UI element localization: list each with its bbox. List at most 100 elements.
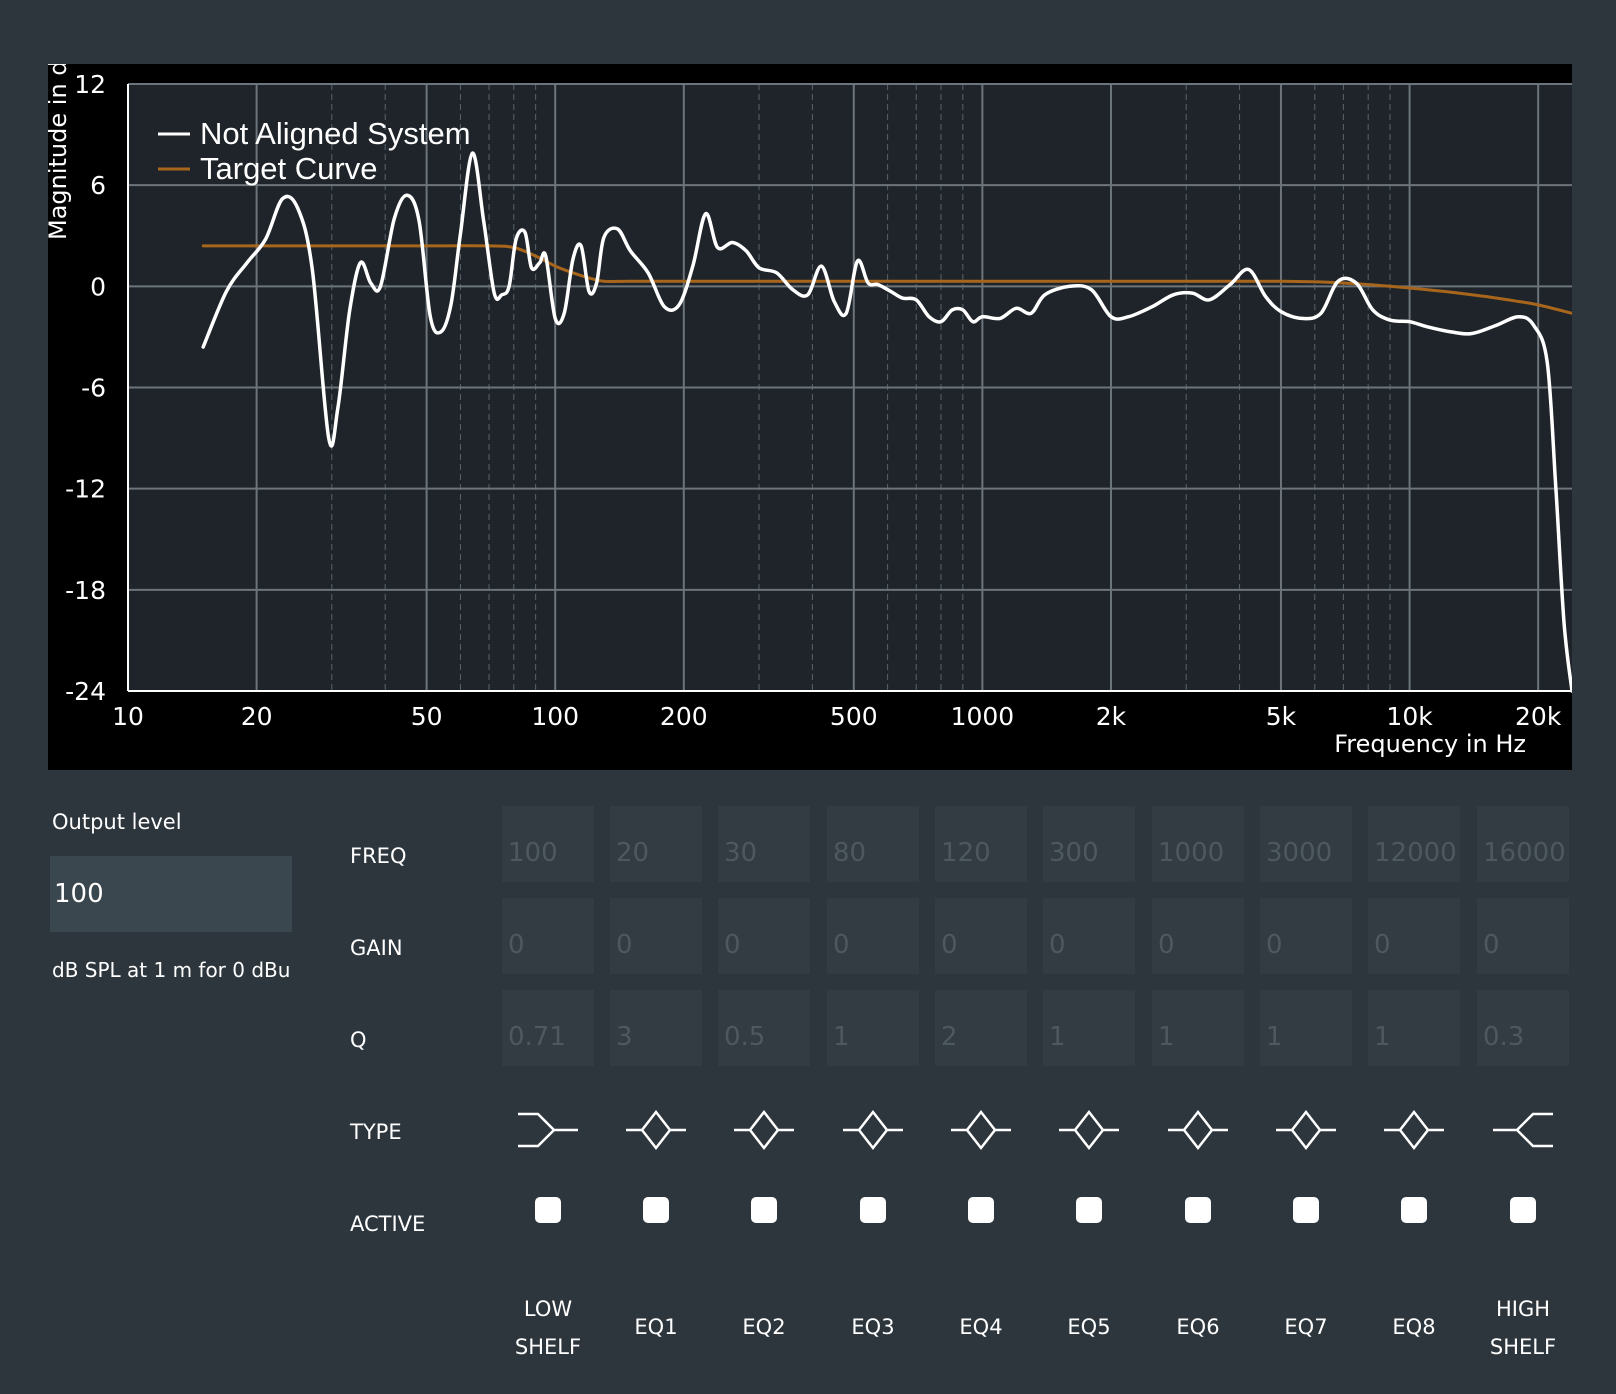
high-shelf-q-input[interactable] [1477,990,1569,1066]
peak-filter-icon[interactable] [1166,1106,1230,1154]
x-tick-label: 20 [241,702,273,731]
eq5-q-input[interactable] [1043,990,1135,1066]
eq1-q-input[interactable] [610,990,702,1066]
eq4-active-checkbox[interactable] [968,1197,994,1223]
eq1-active-checkbox[interactable] [643,1197,669,1223]
eq3-active-checkbox[interactable] [860,1197,886,1223]
x-tick-label: 200 [660,702,708,731]
x-tick-label: 10k [1386,702,1433,731]
q-row-label: Q [350,1028,367,1052]
eq6-gain-input[interactable] [1152,898,1244,974]
eq4-band-label-line1: EQ4 [959,1315,1003,1339]
y-tick-label: -6 [81,374,106,403]
y-tick-label: -24 [65,677,106,706]
x-tick-label: 100 [531,702,579,731]
peak-filter-icon-shape [1384,1109,1444,1151]
eq6-active-checkbox[interactable] [1185,1197,1211,1223]
eq5-freq-input[interactable] [1043,806,1135,882]
eq1-gain-input[interactable] [610,898,702,974]
eq4-band-label: EQ4 [926,1308,1036,1346]
x-tick-label: 1000 [951,702,1015,731]
active-row-label: ACTIVE [350,1212,426,1236]
eq5-gain-input[interactable] [1043,898,1135,974]
eq2-band-label-line1: EQ2 [742,1315,786,1339]
eq6-band-label-line1: EQ6 [1176,1315,1220,1339]
eq5-active-checkbox[interactable] [1076,1197,1102,1223]
peak-filter-icon[interactable] [732,1106,796,1154]
low-shelf-band-label-line2: SHELF [514,1335,582,1359]
output-level-input[interactable] [50,856,292,932]
x-tick-label: 2k [1096,702,1127,731]
output-level-unit: dB SPL at 1 m for 0 dBu [52,958,291,982]
peak-filter-icon[interactable] [1382,1106,1446,1154]
peak-filter-icon[interactable] [624,1106,688,1154]
eq3-band-label: EQ3 [818,1308,928,1346]
peak-filter-icon-shape [951,1109,1011,1151]
peak-filter-icon-shape [1276,1109,1336,1151]
x-tick-label: 5k [1266,702,1297,731]
high-shelf-filter-icon[interactable] [1491,1106,1555,1154]
high-shelf-band-label-line2: SHELF [1489,1335,1557,1359]
eq8-gain-input[interactable] [1368,898,1460,974]
eq8-active-checkbox[interactable] [1401,1197,1427,1223]
eq2-active-checkbox[interactable] [751,1197,777,1223]
eq1-freq-input[interactable] [610,806,702,882]
target-curve-line [201,244,1572,315]
output-level-label: Output level [52,810,182,834]
peak-filter-icon[interactable] [1274,1106,1338,1154]
peak-filter-icon[interactable] [949,1106,1013,1154]
low-shelf-active-checkbox[interactable] [535,1197,561,1223]
peak-filter-icon-shape [843,1109,903,1151]
low-shelf-band-label: LOW SHELF [493,1290,603,1366]
eq2-q-input[interactable] [718,990,810,1066]
eq6-q-input[interactable] [1152,990,1244,1066]
eq3-gain-input[interactable] [827,898,919,974]
peak-filter-icon-shape [734,1109,794,1151]
high-shelf-active-checkbox[interactable] [1510,1197,1536,1223]
eq3-freq-input[interactable] [827,806,919,882]
eq8-band-label: EQ8 [1359,1308,1469,1346]
eq7-freq-input[interactable] [1260,806,1352,882]
x-tick-label: 50 [411,702,443,731]
high-shelf-band-label-line1: HIGH [1495,1297,1551,1321]
y-tick-label: 0 [90,272,106,301]
eq4-gain-input[interactable] [935,898,1027,974]
eq4-q-input[interactable] [935,990,1027,1066]
low-shelf-freq-input[interactable] [502,806,594,882]
y-tick-label: -18 [65,576,106,605]
eq3-q-input[interactable] [827,990,919,1066]
x-axis-label: Frequency in Hz [1334,730,1526,758]
eq7-gain-input[interactable] [1260,898,1352,974]
eq7-band-label-line1: EQ7 [1284,1315,1328,1339]
x-tick-label: 500 [830,702,878,731]
eq3-band-label-line1: EQ3 [851,1315,895,1339]
gain-row-label: GAIN [350,936,403,960]
low-shelf-band-label-line1: LOW [523,1297,573,1321]
eq4-freq-input[interactable] [935,806,1027,882]
low-shelf-q-input[interactable] [502,990,594,1066]
freq-row-label: FREQ [350,844,407,868]
high-shelf-gain-input[interactable] [1477,898,1569,974]
low-shelf-filter-icon[interactable] [516,1106,580,1154]
eq1-band-label-line1: EQ1 [634,1315,678,1339]
high-shelf-freq-input[interactable] [1477,806,1569,882]
y-tick-label: 6 [90,171,106,200]
eq8-q-input[interactable] [1368,990,1460,1066]
peak-filter-icon[interactable] [1057,1106,1121,1154]
high-shelf-filter-icon-shape [1493,1112,1553,1148]
eq2-band-label: EQ2 [709,1308,819,1346]
eq1-band-label: EQ1 [601,1308,711,1346]
eq7-q-input[interactable] [1260,990,1352,1066]
y-axis-label: Magnitude in d [48,64,72,240]
high-shelf-band-label: HIGH SHELF [1468,1290,1578,1366]
eq6-freq-input[interactable] [1152,806,1244,882]
peak-filter-icon[interactable] [841,1106,905,1154]
eq2-freq-input[interactable] [718,806,810,882]
eq2-gain-input[interactable] [718,898,810,974]
eq7-active-checkbox[interactable] [1293,1197,1319,1223]
low-shelf-filter-icon-shape [518,1112,578,1148]
eq8-freq-input[interactable] [1368,806,1460,882]
low-shelf-gain-input[interactable] [502,898,594,974]
frequency-response-chart: 12 6 0 -6 -12 -18 -24 10 20 50 100 200 500 1000 2k 5k 10… [48,64,1572,770]
